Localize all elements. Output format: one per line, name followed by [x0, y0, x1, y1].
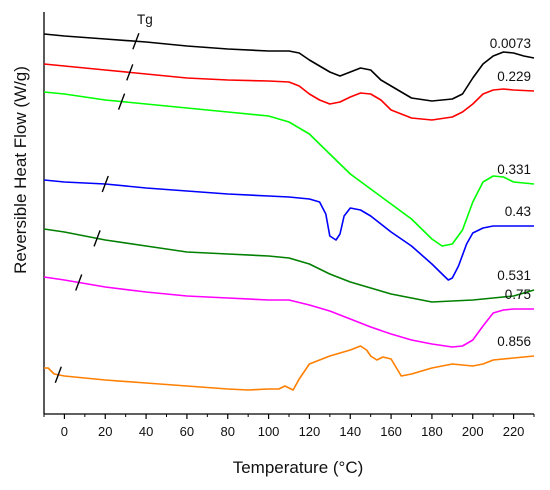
x-tick-label: 20	[98, 424, 112, 439]
series-line-6	[44, 345, 535, 391]
series-line-3	[43, 179, 534, 281]
labels-layer: 0.0073 0.229 0.331 0.43 0.531 0.75 0.856	[490, 36, 531, 349]
series-line-5	[43, 276, 534, 348]
y-axis-label: Reversible Heat Flow (W/g)	[11, 66, 30, 274]
x-tick-label: 40	[139, 424, 153, 439]
x-tick-label: 140	[339, 424, 361, 439]
tg-marker-4	[93, 230, 101, 247]
series-line-2	[43, 91, 535, 247]
tg-marker-3	[101, 175, 109, 193]
series-label-5: 0.75	[505, 287, 531, 302]
series-line-0	[43, 33, 535, 102]
x-tick-label: 180	[421, 424, 443, 439]
tg-marker-1	[126, 64, 134, 81]
tg-annotation: Tg	[137, 12, 153, 27]
tg-marker-0	[132, 33, 140, 50]
x-tick-label: 220	[503, 424, 525, 439]
series-label-0: 0.0073	[490, 36, 531, 51]
x-tick-label: 0	[61, 424, 68, 439]
series-layer	[43, 33, 535, 391]
axes: 0 20 40 60 80 100 120 140 160 180 200 220	[43, 12, 535, 439]
x-tick-label: 200	[462, 424, 484, 439]
series-label-3: 0.43	[505, 204, 531, 219]
x-tick-label: 60	[180, 424, 194, 439]
x-tick-label: 120	[299, 424, 321, 439]
tg-marker-5	[75, 274, 83, 291]
series-line-4	[43, 228, 535, 303]
series-label-6: 0.856	[497, 334, 531, 349]
x-tick-label: 100	[258, 424, 280, 439]
series-label-1: 0.229	[497, 69, 531, 84]
series-label-2: 0.331	[497, 162, 531, 177]
x-tick-label: 160	[380, 424, 402, 439]
tg-marker-6	[54, 366, 62, 384]
series-line-1	[43, 63, 535, 121]
tg-marker-2	[117, 93, 126, 110]
series-label-4: 0.531	[497, 268, 531, 283]
x-axis-label: Temperature (°C)	[233, 458, 364, 477]
x-tick-label: 80	[221, 424, 235, 439]
